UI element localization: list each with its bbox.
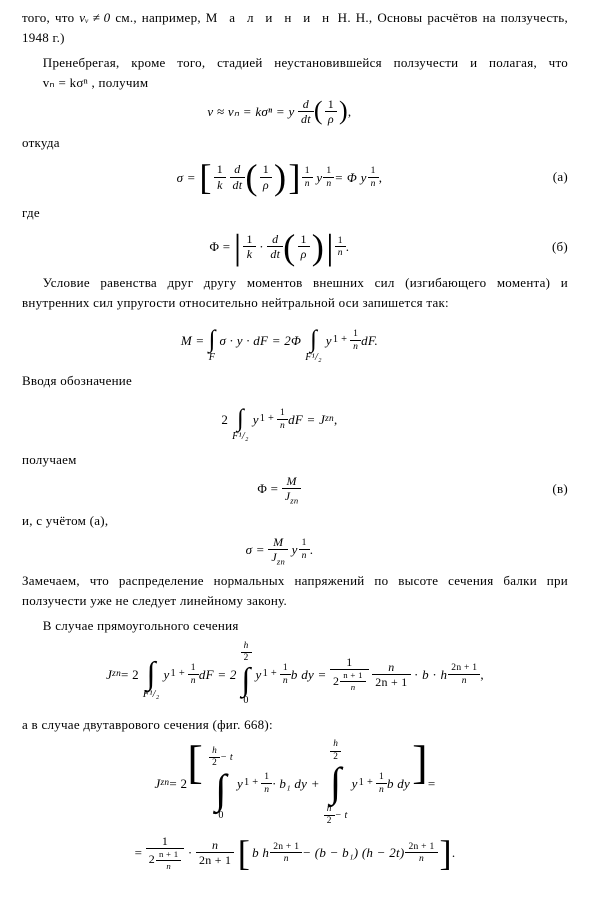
label-v: (в): [537, 479, 568, 499]
author-malinin: М а л и н и н: [206, 10, 333, 25]
bracket-a: [ 1 k d dt (: [199, 159, 300, 195]
txt: , получим: [92, 75, 149, 90]
inline-vv-ne-0: vᵥ ≠ 0: [79, 11, 110, 24]
equation-a: σ = [ 1 k d dt (: [22, 159, 568, 195]
comma: ,: [348, 105, 352, 118]
integral-Fhalf: ∫ F¹/₂: [301, 318, 326, 363]
frac-d-dt: d dt: [298, 98, 314, 125]
txt-vvodya: Вводя обозначение: [22, 371, 568, 391]
equation-sigma: σ = M Jzп y 1 n .: [22, 536, 568, 563]
para-intro-continuation: того, что vᵥ ≠ 0 см., например, М а л и …: [22, 8, 568, 47]
paren-1-over-rho: ( 1 ρ ): [314, 98, 348, 125]
equation-jzp-rect: Jzп = 2 ∫ F¹/₂ y 1 + 1 n: [22, 642, 568, 707]
inline-vp-eq-ksn: vₙ = kσⁿ: [22, 76, 88, 89]
txt-i-s-uchetom: и, с учётом (а),: [22, 511, 568, 531]
para-4: Замечаем, что распределение нормальных н…: [22, 571, 568, 610]
integral-F: ∫ F: [204, 318, 219, 363]
txt-poluchaem: получаем: [22, 450, 568, 470]
equation-b: Φ = | 1 k · d dt (: [22, 229, 568, 265]
label-b: (б): [537, 237, 568, 257]
para-5: В случае прямоугольного сечения: [22, 616, 568, 636]
label-a: (а): [537, 167, 568, 187]
para-3: Условие равенства друг другу моментов вн…: [22, 273, 568, 312]
abs-b: | 1 k · d dt (: [234, 229, 334, 265]
txt: см., например,: [115, 10, 205, 25]
equation-jzp-def: 2 ∫ F¹/₂ y 1 + 1 n dF: [22, 397, 568, 442]
para-2: Пренебрегая, кроме того, стадией неустан…: [22, 53, 568, 92]
eq1-lhs: v ≈ vₙ = kσⁿ = y: [207, 105, 294, 118]
exp-1-over-n: 1 n: [302, 166, 313, 189]
equation-1: v ≈ vₙ = kσⁿ = y d dt ( 1 ρ ) ,: [22, 98, 568, 125]
txt-gde: где: [22, 203, 568, 223]
txt-otkuda: откуда: [22, 133, 568, 153]
equation-v: Φ = M Jzп (в): [22, 475, 568, 502]
equation-jzp-ibeam-2: = 1 2 n + 1 n: [22, 835, 568, 871]
para-6: а в случае двутаврового сечения (фиг. 66…: [22, 715, 568, 735]
txt: Пренебрегая, кроме того, стадией неустан…: [43, 55, 568, 70]
txt: того, что: [22, 10, 79, 25]
equation-moment: M = ∫ F σ · y · dF = 2Φ ∫ F¹/₂ y 1: [22, 318, 568, 363]
equation-jzp-ibeam-1: Jzп = 2 [ h2− t ∫ 0 y 1 +: [22, 740, 568, 827]
